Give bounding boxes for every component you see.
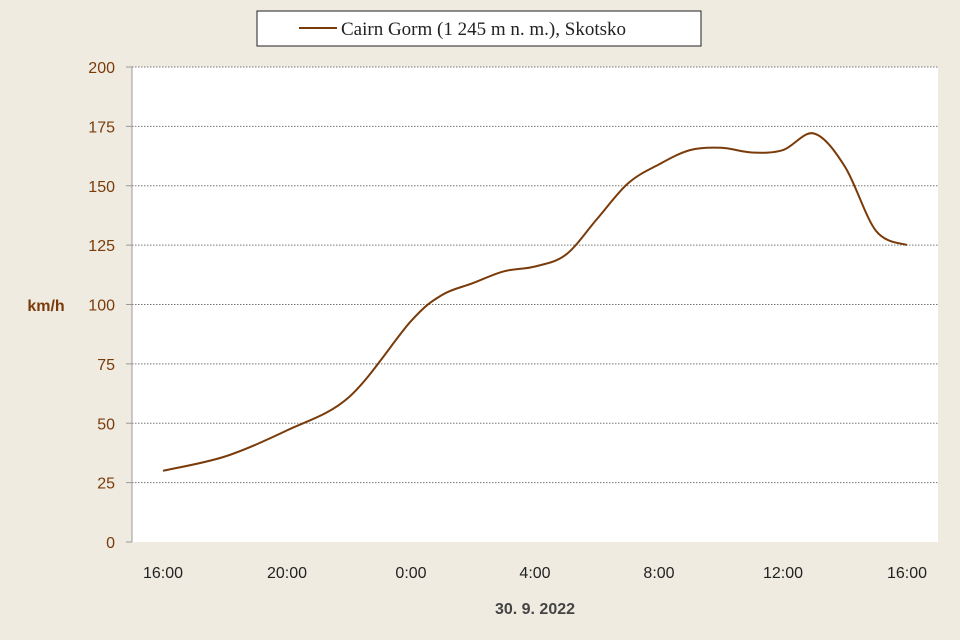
y-tick-label: 50 bbox=[97, 416, 115, 433]
legend: Cairn Gorm (1 245 m n. m.), Skotsko bbox=[256, 10, 702, 47]
grid bbox=[132, 66, 938, 484]
x-tick-label: 4:00 bbox=[519, 565, 550, 582]
series-layer bbox=[162, 132, 908, 472]
legend-label: Cairn Gorm (1 245 m n. m.), Skotsko bbox=[341, 19, 626, 40]
series-line bbox=[162, 132, 908, 472]
x-axis: 16:00 20:00 0:00 4:00 8:00 12:00 16:00 bbox=[143, 565, 927, 582]
y-tick-label: 150 bbox=[88, 179, 115, 196]
x-tick-label: 0:00 bbox=[395, 565, 426, 582]
x-axis-label: 30. 9. 2022 bbox=[495, 601, 575, 618]
legend-box bbox=[256, 10, 702, 47]
y-axis-label: km/h bbox=[27, 298, 64, 315]
y-tick-label: 100 bbox=[88, 298, 115, 315]
y-tick-label: 0 bbox=[106, 535, 115, 552]
x-tick-label: 12:00 bbox=[763, 565, 803, 582]
x-tick-label: 8:00 bbox=[643, 565, 674, 582]
y-axis: 0 25 50 75 100 125 150 175 200 bbox=[88, 60, 132, 552]
x-tick-label: 16:00 bbox=[887, 565, 927, 582]
y-tick-label: 200 bbox=[88, 60, 115, 77]
y-tick-label: 125 bbox=[88, 238, 115, 255]
y-tick-label: 75 bbox=[97, 357, 115, 374]
x-tick-label: 16:00 bbox=[143, 565, 183, 582]
y-tick-label: 175 bbox=[88, 119, 115, 136]
x-tick-label: 20:00 bbox=[267, 565, 307, 582]
y-tick-label: 25 bbox=[97, 476, 115, 493]
